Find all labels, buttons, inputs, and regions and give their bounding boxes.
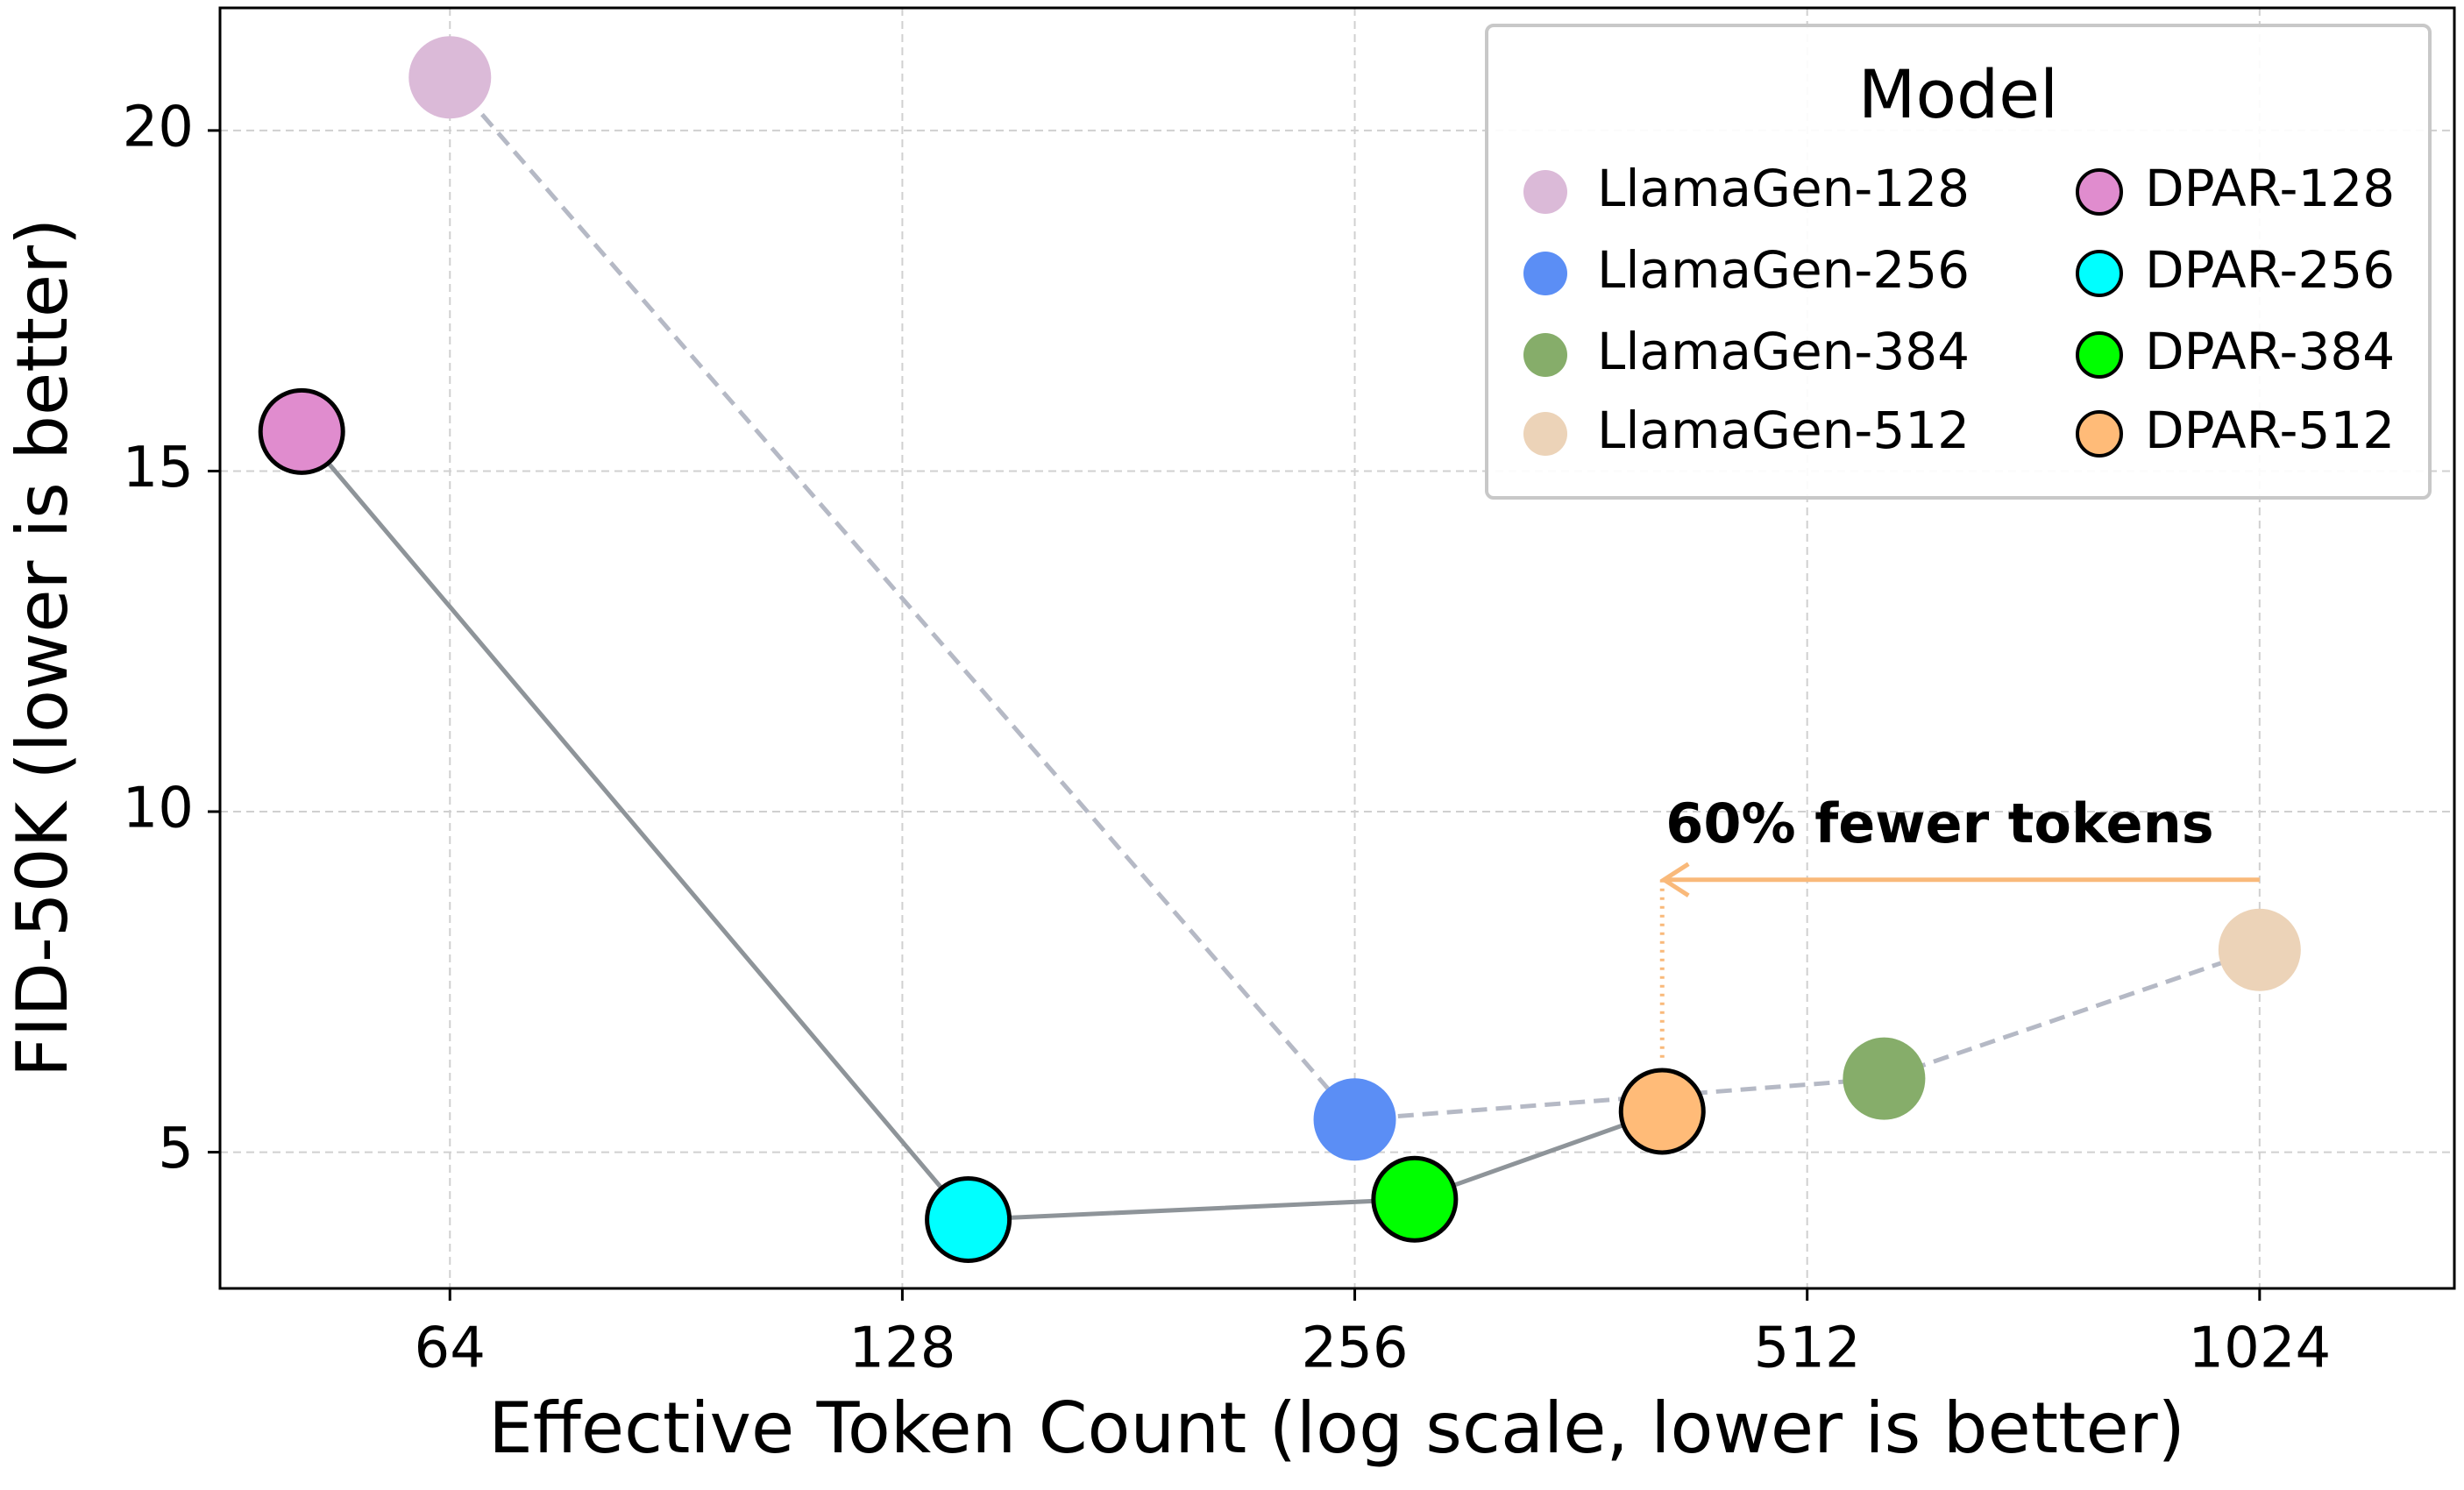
data-point	[1371, 1155, 1459, 1243]
data-point	[1618, 1068, 1706, 1155]
y-tick-label: 5	[158, 1117, 194, 1181]
x-tick-label: 512	[1754, 1316, 1861, 1381]
legend-label: DPAR-128	[2145, 159, 2395, 218]
data-point	[925, 1176, 1012, 1264]
legend-label: LlamaGen-384	[1597, 322, 1970, 381]
legend-marker	[1523, 252, 1567, 295]
series-line	[448, 75, 2261, 1122]
y-tick-label: 10	[123, 777, 194, 841]
x-tick-label: 256	[1301, 1316, 1408, 1381]
data-point	[258, 387, 345, 475]
x-tick-label: 64	[415, 1316, 486, 1381]
y-tick-label: 20	[123, 95, 194, 160]
legend-label: LlamaGen-512	[1597, 401, 1970, 460]
annotation-text: 60% fewer tokens	[1665, 791, 2213, 855]
series-line	[300, 429, 1664, 1223]
legend-label: DPAR-512	[2145, 401, 2395, 460]
legend-label: LlamaGen-128	[1597, 159, 1970, 218]
legend-marker	[1523, 333, 1567, 377]
legend-marker	[2076, 410, 2123, 458]
legend-marker	[2076, 250, 2123, 297]
legend-box	[1485, 24, 2432, 500]
data-point	[1843, 1037, 1926, 1120]
x-tick-label: 128	[849, 1316, 955, 1381]
data-point	[408, 36, 492, 119]
legend-marker	[1523, 170, 1567, 214]
annotation-arrowhead	[1659, 862, 1690, 898]
legend-title: Model	[1858, 55, 2058, 133]
data-point	[2218, 908, 2301, 991]
y-tick-label: 15	[123, 436, 194, 500]
y-axis-label: FID-50K (lower is better)	[2, 218, 83, 1078]
plot-frame	[218, 6, 2456, 1290]
legend-marker	[1523, 412, 1567, 456]
x-axis-label: Effective Token Count (log scale, lower …	[488, 1387, 2185, 1469]
legend-marker	[2076, 168, 2123, 216]
legend-label: DPAR-256	[2145, 240, 2395, 300]
legend-label: DPAR-384	[2145, 322, 2395, 381]
legend-marker	[2076, 331, 2123, 379]
x-tick-label: 1024	[2188, 1316, 2331, 1381]
data-point	[1313, 1078, 1396, 1161]
legend-label: LlamaGen-256	[1597, 240, 1970, 300]
